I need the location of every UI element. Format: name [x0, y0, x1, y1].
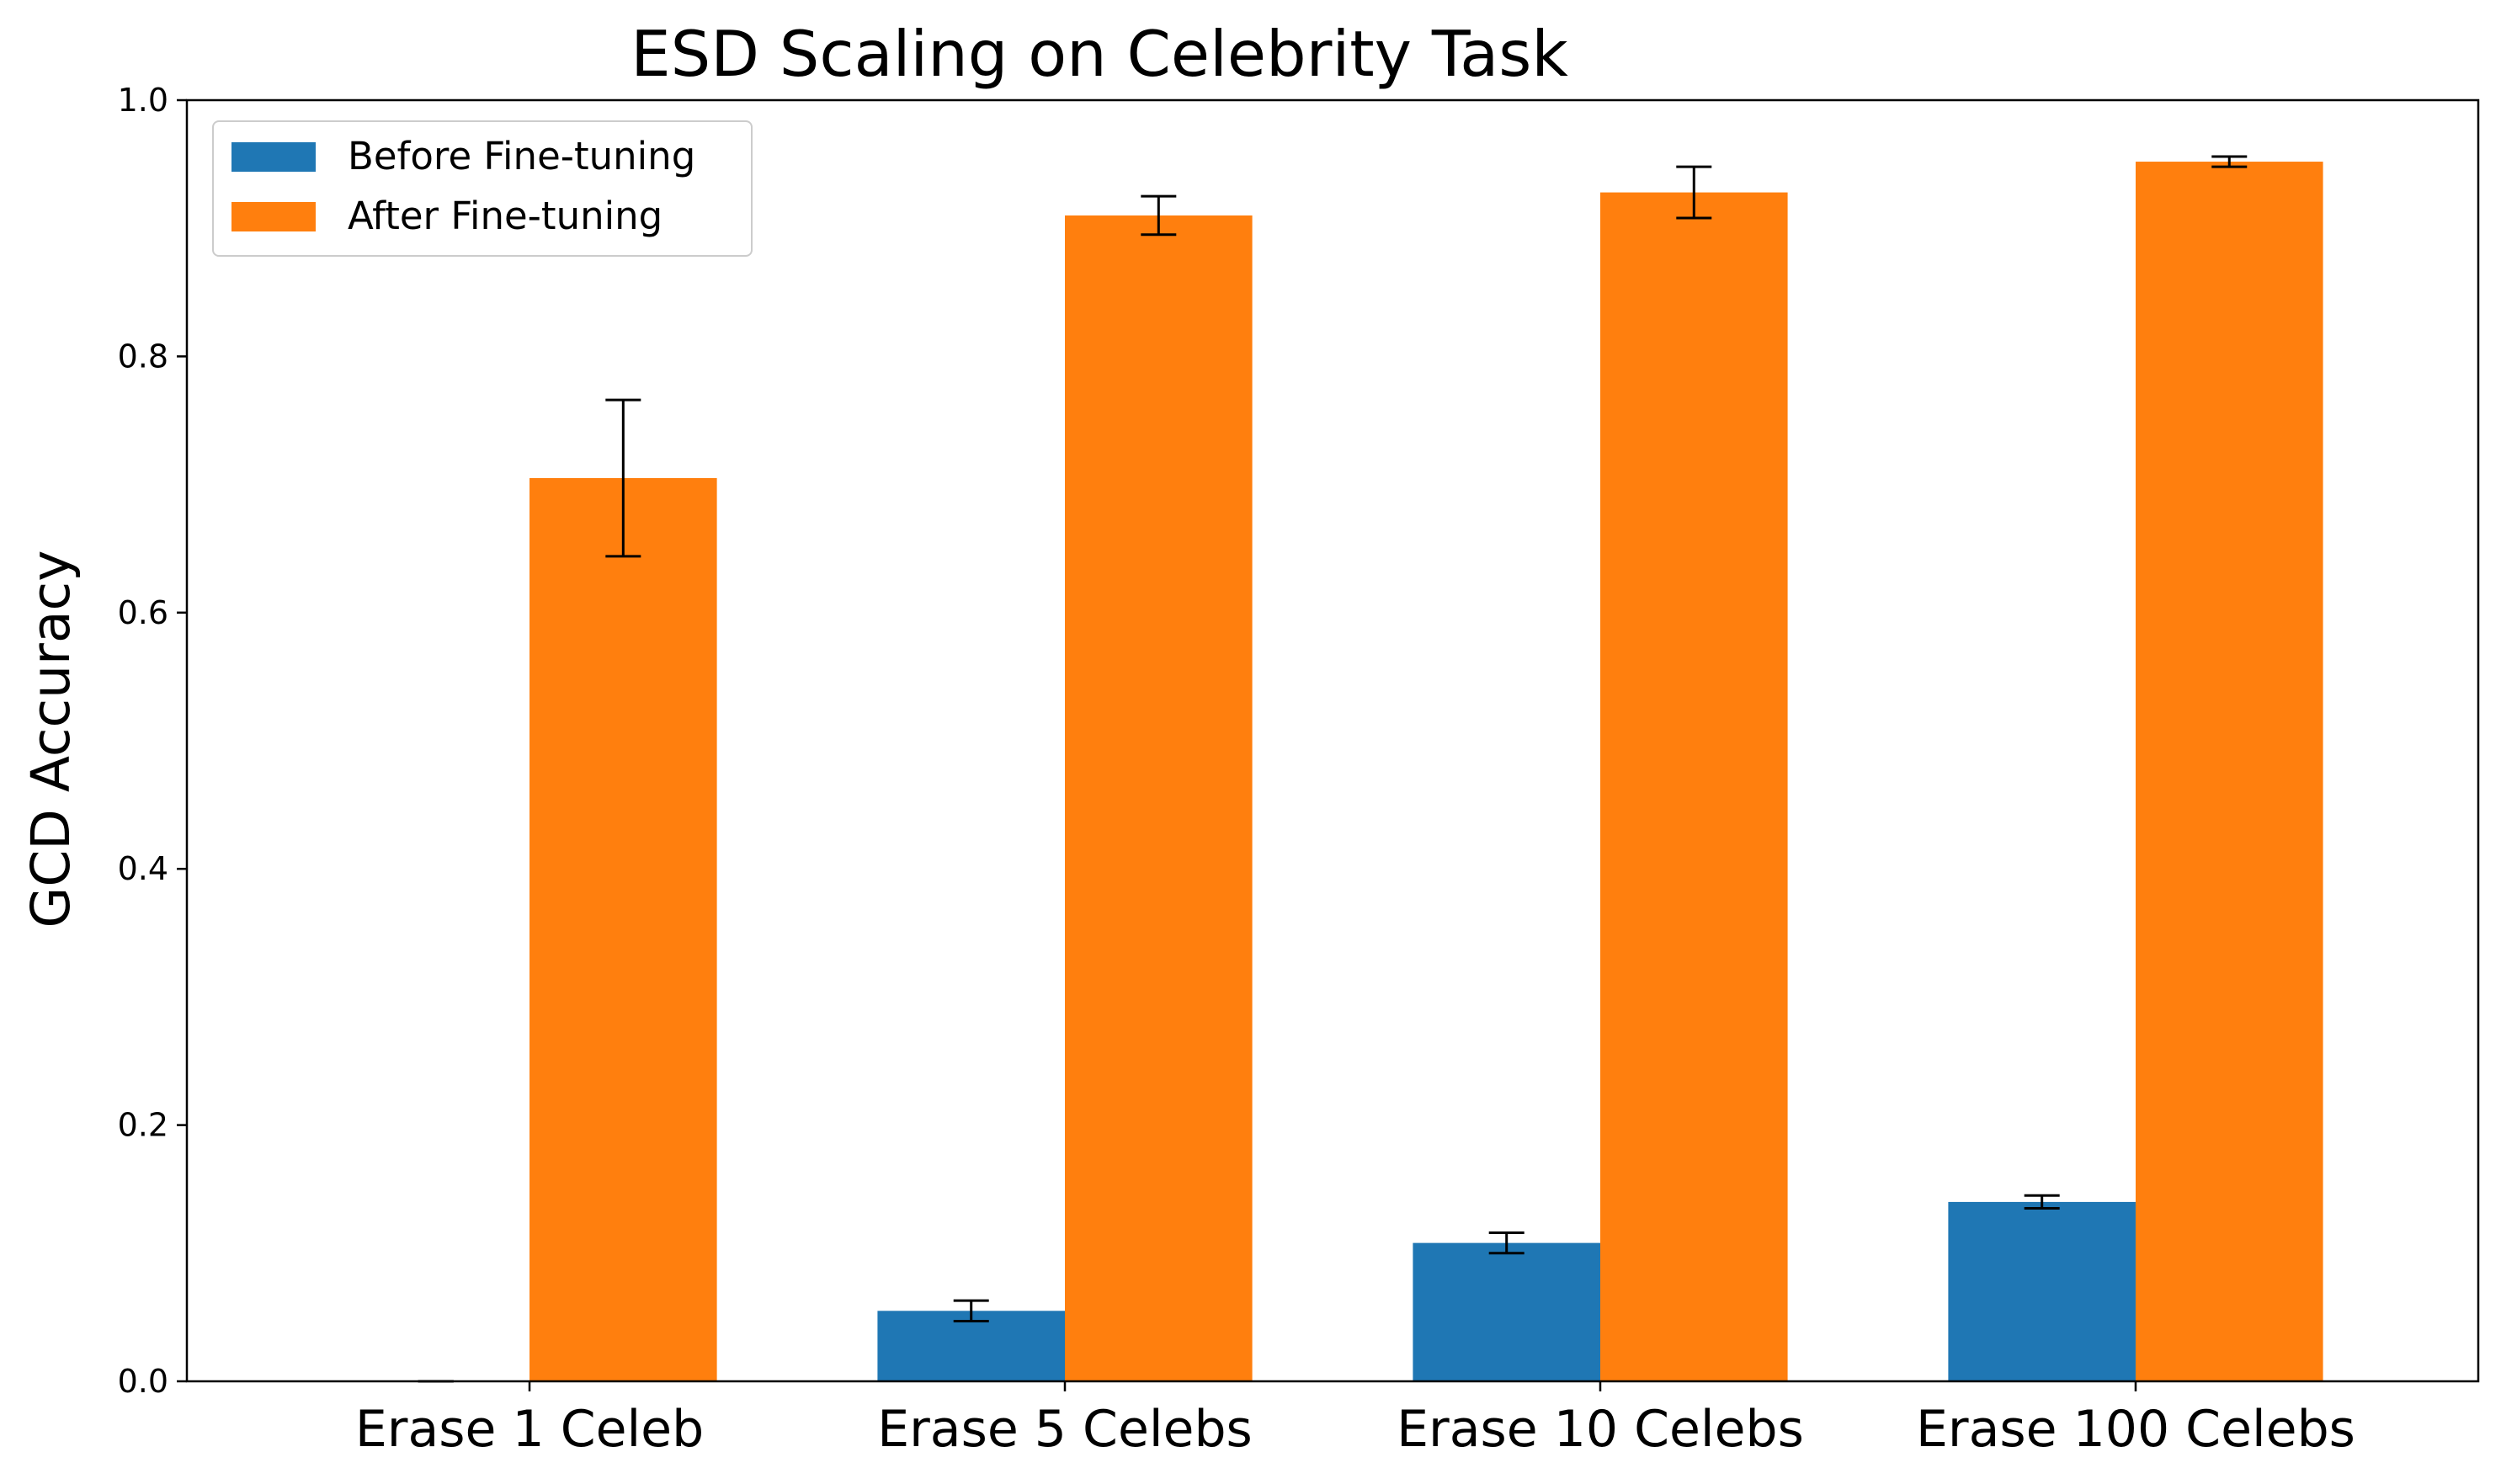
bar-after-3 [2135, 162, 2323, 1381]
bar-after-0 [529, 477, 717, 1381]
y-tick-label: 0.4 [118, 850, 168, 887]
y-tick-label: 0.8 [118, 338, 168, 375]
legend-label-before: Before Fine-tuning [348, 134, 695, 178]
legend: Before Fine-tuning After Fine-tuning [212, 120, 753, 257]
x-tick-label: Erase 5 Celebs [877, 1400, 1253, 1459]
y-axis-ticks: 0.0 0.2 0.4 0.6 0.8 1.0 [118, 82, 187, 1400]
y-tick-label: 1.0 [118, 82, 168, 119]
bars-group [529, 162, 2323, 1382]
legend-swatch-before [231, 142, 316, 172]
x-tick-label: Erase 1 Celeb [355, 1400, 704, 1459]
y-tick-label: 0.0 [118, 1363, 168, 1400]
plot-frame [185, 98, 2480, 1383]
legend-label-after: After Fine-tuning [348, 194, 662, 238]
x-axis-ticks: Erase 1 Celeb Erase 5 Celebs Erase 10 Cele… [355, 1381, 2355, 1459]
x-tick-label: Erase 10 Celebs [1397, 1400, 1804, 1459]
y-tick-label: 0.2 [118, 1107, 168, 1144]
bar-before-2 [1413, 1242, 1600, 1381]
chart-title: ESD Scaling on Celebrity Task [631, 17, 1568, 91]
y-tick-label: 0.6 [118, 594, 168, 631]
legend-swatch-after [231, 202, 316, 231]
legend-box [212, 120, 753, 257]
bar-before-3 [1948, 1201, 2136, 1381]
bar-before-1 [877, 1311, 1066, 1381]
bar-after-2 [1599, 192, 1788, 1382]
y-axis-label: GCD Accuracy [20, 551, 82, 928]
bar-after-1 [1065, 215, 1253, 1382]
x-tick-label: Erase 100 Celebs [1916, 1400, 2355, 1459]
